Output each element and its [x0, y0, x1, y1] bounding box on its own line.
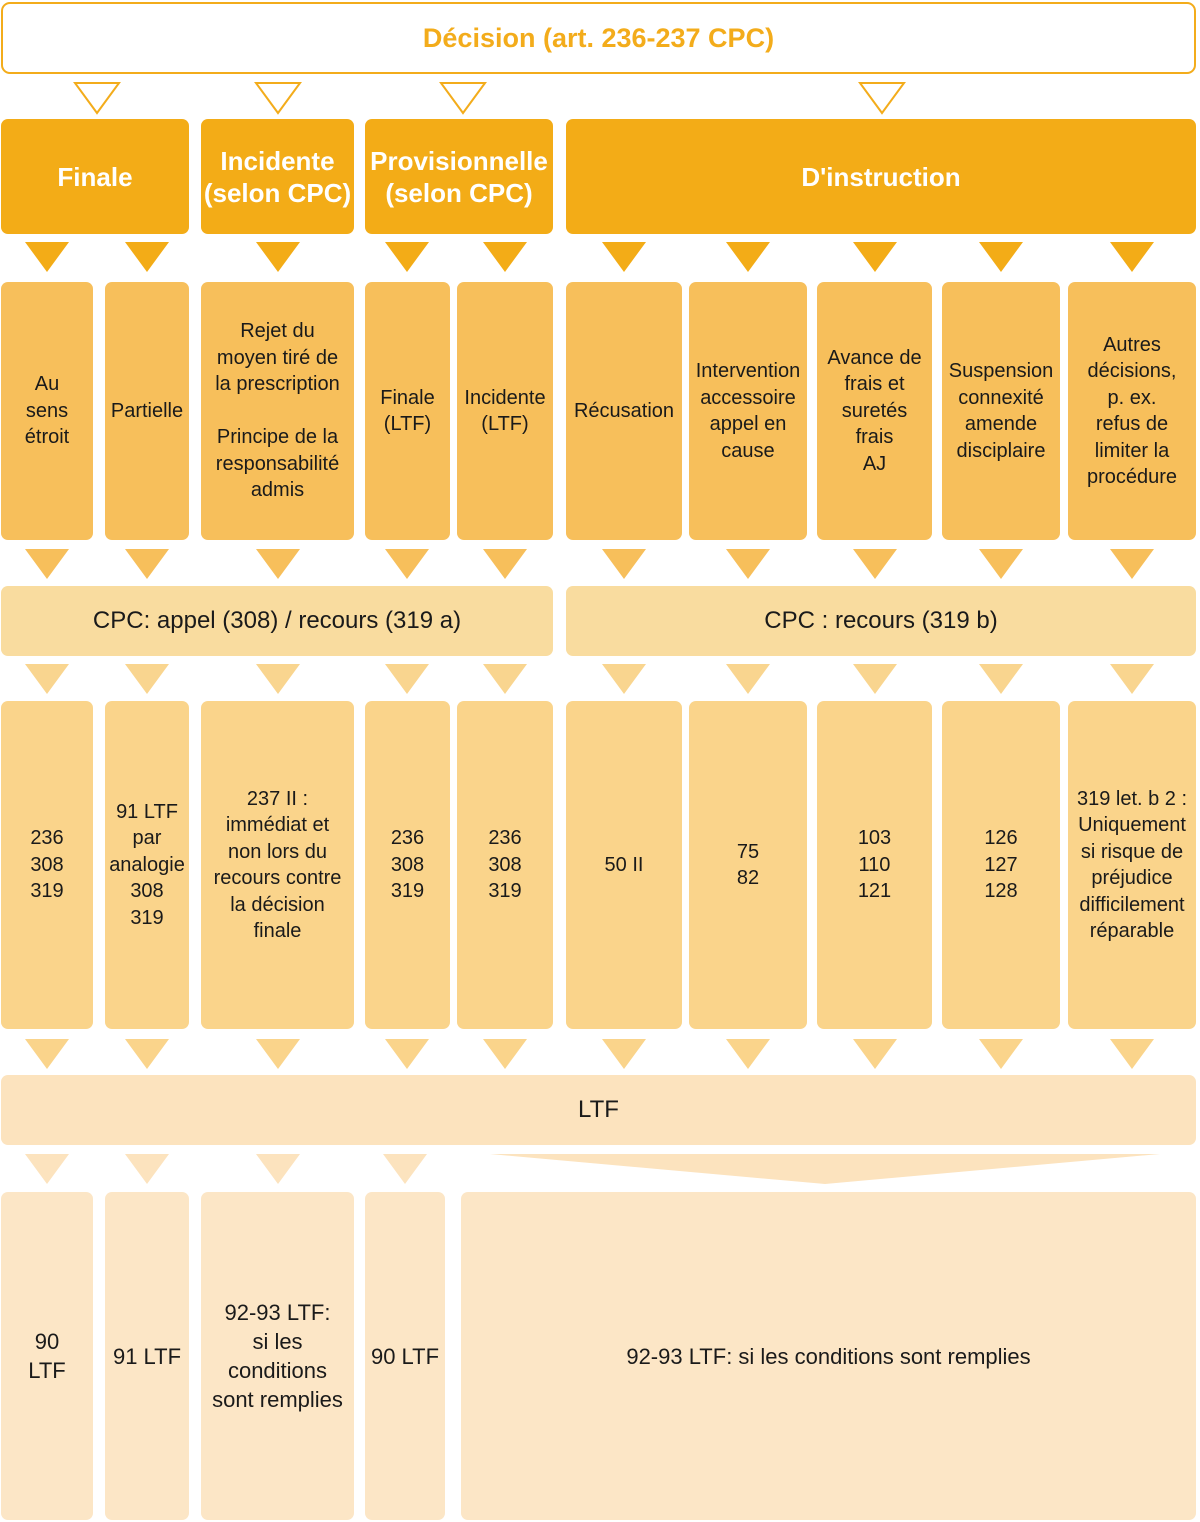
- down-arrow: [1110, 664, 1154, 694]
- article-box: 319 let. b 2 : Uniquement si risque de p…: [1068, 701, 1196, 1029]
- down-arrow: [602, 1039, 646, 1069]
- down-arrow: [256, 242, 300, 272]
- down-arrow: [1110, 1039, 1154, 1069]
- outcome-box: 90 LTF: [1, 1192, 93, 1520]
- down-arrow: [979, 549, 1023, 579]
- decision-title: Décision (art. 236-237 CPC): [422, 22, 775, 53]
- down-arrow: [256, 1154, 300, 1184]
- down-arrow: [726, 549, 770, 579]
- type-box: Finale (LTF): [365, 282, 450, 540]
- category-incidente: Incidente (selon CPC): [201, 119, 354, 234]
- down-arrow: [853, 1039, 897, 1069]
- down-arrow: [256, 549, 300, 579]
- down-arrow: [853, 664, 897, 694]
- down-arrow: [25, 664, 69, 694]
- down-arrow: [979, 1039, 1023, 1069]
- outline-arrow: [858, 82, 906, 115]
- down-arrow: [125, 1154, 169, 1184]
- decision-title-box: Décision (art. 236-237 CPC): [1, 2, 1196, 74]
- category-provisionnelle: Provisionnelle (selon CPC): [365, 119, 553, 234]
- down-arrow: [385, 664, 429, 694]
- outcome-box: 90 LTF: [365, 1192, 445, 1520]
- category-finale: Finale: [1, 119, 189, 234]
- ltf-box: LTF: [1, 1075, 1196, 1145]
- category-instruction: D'instruction: [566, 119, 1196, 234]
- down-arrow: [853, 242, 897, 272]
- article-box: 236 308 319: [457, 701, 553, 1029]
- down-arrow: [385, 242, 429, 272]
- article-box: 50 II: [566, 701, 682, 1029]
- type-box: Au sens étroit: [1, 282, 93, 540]
- down-arrow: [979, 242, 1023, 272]
- down-arrow: [602, 242, 646, 272]
- remedy-appel-recours: CPC: appel (308) / recours (319 a): [1, 586, 553, 656]
- wide-funnel-arrow: [490, 1154, 1160, 1184]
- article-box: 126 127 128: [942, 701, 1060, 1029]
- down-arrow: [125, 549, 169, 579]
- article-box: 91 LTF par analogie 308 319: [105, 701, 189, 1029]
- down-arrow: [483, 1039, 527, 1069]
- type-box: Incidente (LTF): [457, 282, 553, 540]
- down-arrow: [726, 664, 770, 694]
- down-arrow: [25, 549, 69, 579]
- type-box: Autres décisions, p. ex. refus de limite…: [1068, 282, 1196, 540]
- down-arrow: [726, 1039, 770, 1069]
- down-arrow: [256, 1039, 300, 1069]
- down-arrow: [483, 549, 527, 579]
- article-box: 236 308 319: [365, 701, 450, 1029]
- article-box: 103 110 121: [817, 701, 932, 1029]
- down-arrow: [25, 1039, 69, 1069]
- down-arrow: [125, 1039, 169, 1069]
- outcome-box: 92-93 LTF: si les conditions sont rempli…: [201, 1192, 354, 1520]
- article-box: 236 308 319: [1, 701, 93, 1029]
- type-box: Suspension connexité amende disciplaire: [942, 282, 1060, 540]
- type-box: Récusation: [566, 282, 682, 540]
- type-box: Partielle: [105, 282, 189, 540]
- remedy-recours-319b: CPC : recours (319 b): [566, 586, 1196, 656]
- article-box: 75 82: [689, 701, 807, 1029]
- down-arrow: [25, 1154, 69, 1184]
- down-arrow: [853, 549, 897, 579]
- down-arrow: [383, 1154, 427, 1184]
- down-arrow: [125, 242, 169, 272]
- outline-arrow: [73, 82, 121, 115]
- type-box: Avance de frais et suretés frais AJ: [817, 282, 932, 540]
- outline-arrow: [254, 82, 302, 115]
- outcome-box: 91 LTF: [105, 1192, 189, 1520]
- type-box: Rejet du moyen tiré de la prescription P…: [201, 282, 354, 540]
- outline-arrow: [439, 82, 487, 115]
- down-arrow: [25, 242, 69, 272]
- down-arrow: [256, 664, 300, 694]
- down-arrow: [483, 664, 527, 694]
- down-arrow: [483, 242, 527, 272]
- down-arrow: [385, 549, 429, 579]
- down-arrow: [602, 549, 646, 579]
- down-arrow: [602, 664, 646, 694]
- down-arrow: [726, 242, 770, 272]
- article-box: 237 II : immédiat et non lors du recours…: [201, 701, 354, 1029]
- down-arrow: [385, 1039, 429, 1069]
- down-arrow: [979, 664, 1023, 694]
- down-arrow: [125, 664, 169, 694]
- down-arrow: [1110, 242, 1154, 272]
- type-box: Intervention accessoire appel en cause: [689, 282, 807, 540]
- outcome-box-92-93: 92-93 LTF: si les conditions sont rempli…: [461, 1192, 1196, 1520]
- down-arrow: [1110, 549, 1154, 579]
